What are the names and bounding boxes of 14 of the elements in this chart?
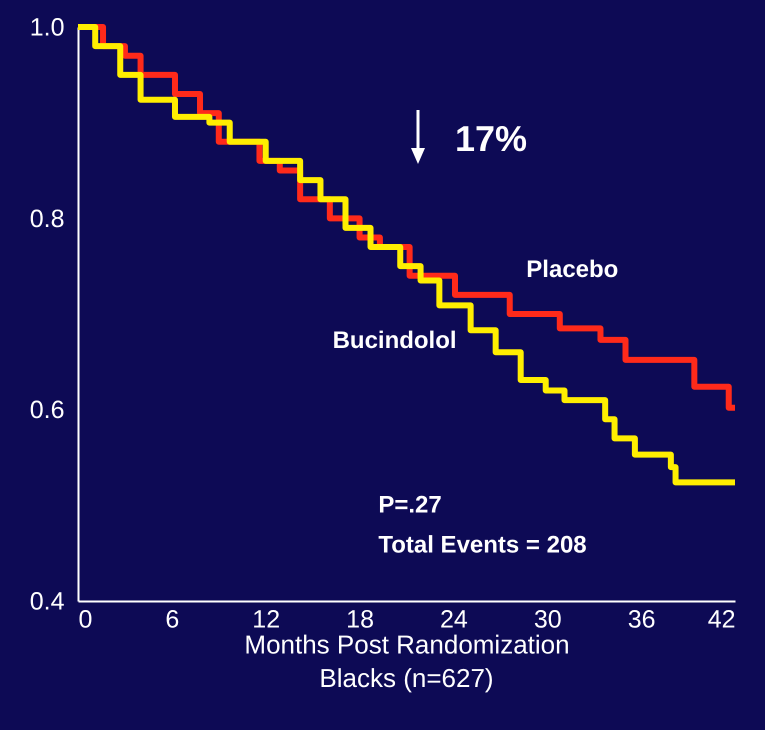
annotation: 17% <box>454 118 528 159</box>
x-tick-label: 0 <box>78 606 92 634</box>
series-label: Bucindolol <box>332 326 457 354</box>
y-tick-label: 1.0 <box>30 14 64 42</box>
x-tick-label: 6 <box>165 606 180 634</box>
text: Blacks (n=627) <box>319 663 494 693</box>
x-tick-label: 36 <box>628 606 656 634</box>
x-tick-label: 42 <box>708 606 736 634</box>
annotation: Total Events = 208 <box>378 532 587 559</box>
annotation: P=.27 <box>378 491 442 518</box>
y-tick-label: 0.6 <box>30 396 64 424</box>
y-tick-label: 0.4 <box>30 588 65 616</box>
y-tick-label: 0.8 <box>30 204 64 233</box>
series-label: Placebo <box>526 256 618 283</box>
